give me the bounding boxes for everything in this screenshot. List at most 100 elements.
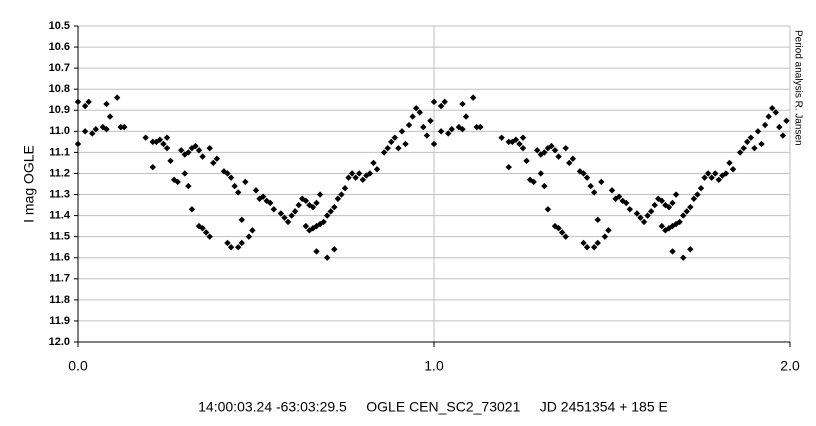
data-point <box>106 113 114 120</box>
data-point <box>92 126 99 133</box>
data-point <box>195 147 203 154</box>
data-point <box>324 254 331 261</box>
data-point <box>722 170 730 177</box>
data-point <box>238 216 245 224</box>
data-point <box>288 212 295 219</box>
data-point <box>398 128 406 135</box>
data-point <box>309 203 317 211</box>
y-tick-label: 11.0 <box>49 125 70 137</box>
data-point <box>409 113 416 120</box>
data-point <box>751 144 758 152</box>
data-point <box>195 222 203 230</box>
data-point <box>74 140 82 148</box>
data-point <box>338 191 345 198</box>
data-point <box>74 98 82 106</box>
data-point <box>583 174 591 181</box>
data-point <box>459 100 466 108</box>
data-point <box>445 130 452 137</box>
data-point <box>313 199 320 207</box>
data-point <box>783 117 790 124</box>
data-point <box>356 170 363 177</box>
data-point <box>302 197 310 205</box>
data-point <box>259 193 267 200</box>
data-point <box>558 229 566 236</box>
y-axis-label: I mag OGLE <box>21 145 37 223</box>
y-tick-label: 11.8 <box>49 294 70 306</box>
data-point <box>313 248 320 255</box>
data-point <box>370 159 377 167</box>
data-point <box>459 126 466 133</box>
data-point <box>178 147 185 154</box>
data-point <box>384 144 391 152</box>
data-point <box>430 140 438 148</box>
side-note: Period analysis R. Jansen <box>792 30 803 146</box>
data-point <box>242 178 249 186</box>
y-tick-label: 10.7 <box>49 62 70 74</box>
data-point <box>551 147 559 154</box>
data-point <box>594 239 601 247</box>
data-point <box>156 136 164 143</box>
data-point <box>352 174 359 181</box>
data-point <box>772 109 779 116</box>
data-point <box>769 104 776 112</box>
data-point <box>729 166 737 173</box>
data-point <box>580 170 587 177</box>
y-tick-label: 11.6 <box>49 252 70 264</box>
data-point <box>210 159 217 167</box>
y-tick-label: 12.0 <box>49 336 70 348</box>
data-point <box>331 246 338 253</box>
data-point <box>402 140 409 148</box>
data-point <box>206 144 213 152</box>
data-point <box>619 197 626 205</box>
data-point <box>608 187 616 194</box>
data-point <box>509 138 516 146</box>
data-point <box>473 123 480 131</box>
data-point <box>687 203 694 211</box>
data-point <box>160 140 167 148</box>
x-tick-label: 1.0 <box>424 358 444 374</box>
y-tick-label: 10.6 <box>49 41 70 53</box>
data-point <box>448 126 455 133</box>
y-tick-label: 11.2 <box>49 167 70 179</box>
data-point <box>712 170 719 177</box>
data-point <box>687 246 694 253</box>
data-point <box>647 208 655 215</box>
y-tick-label: 11.5 <box>49 231 70 243</box>
data-point <box>117 123 124 131</box>
data-point <box>227 174 235 181</box>
data-point <box>694 191 701 198</box>
data-point <box>680 254 687 261</box>
data-point <box>758 140 765 148</box>
data-point <box>437 102 445 110</box>
data-point <box>320 218 327 226</box>
y-tick-label: 11.4 <box>49 210 71 222</box>
data-point <box>373 166 381 173</box>
data-point <box>341 185 349 192</box>
data-point <box>537 170 544 177</box>
data-point <box>701 174 708 181</box>
data-point <box>469 94 477 101</box>
x-tick-label: 2.0 <box>780 358 800 374</box>
data-point <box>437 128 445 135</box>
data-point <box>704 170 712 177</box>
data-point <box>174 178 181 186</box>
data-point <box>227 244 235 251</box>
data-point <box>651 201 658 209</box>
data-point <box>391 134 399 141</box>
data-point <box>199 225 206 232</box>
data-point <box>776 123 783 131</box>
data-point <box>345 174 352 181</box>
data-point <box>149 138 156 146</box>
data-point <box>163 134 171 141</box>
data-point <box>669 199 676 207</box>
data-point <box>623 199 630 207</box>
data-point <box>534 147 541 154</box>
data-point <box>380 149 388 156</box>
data-point <box>81 128 89 135</box>
data-point <box>477 123 484 131</box>
y-tick-label: 11.1 <box>49 146 70 158</box>
y-tick-label: 11.9 <box>49 315 70 327</box>
data-point <box>363 172 370 179</box>
data-point <box>672 220 680 228</box>
data-point <box>680 212 687 219</box>
